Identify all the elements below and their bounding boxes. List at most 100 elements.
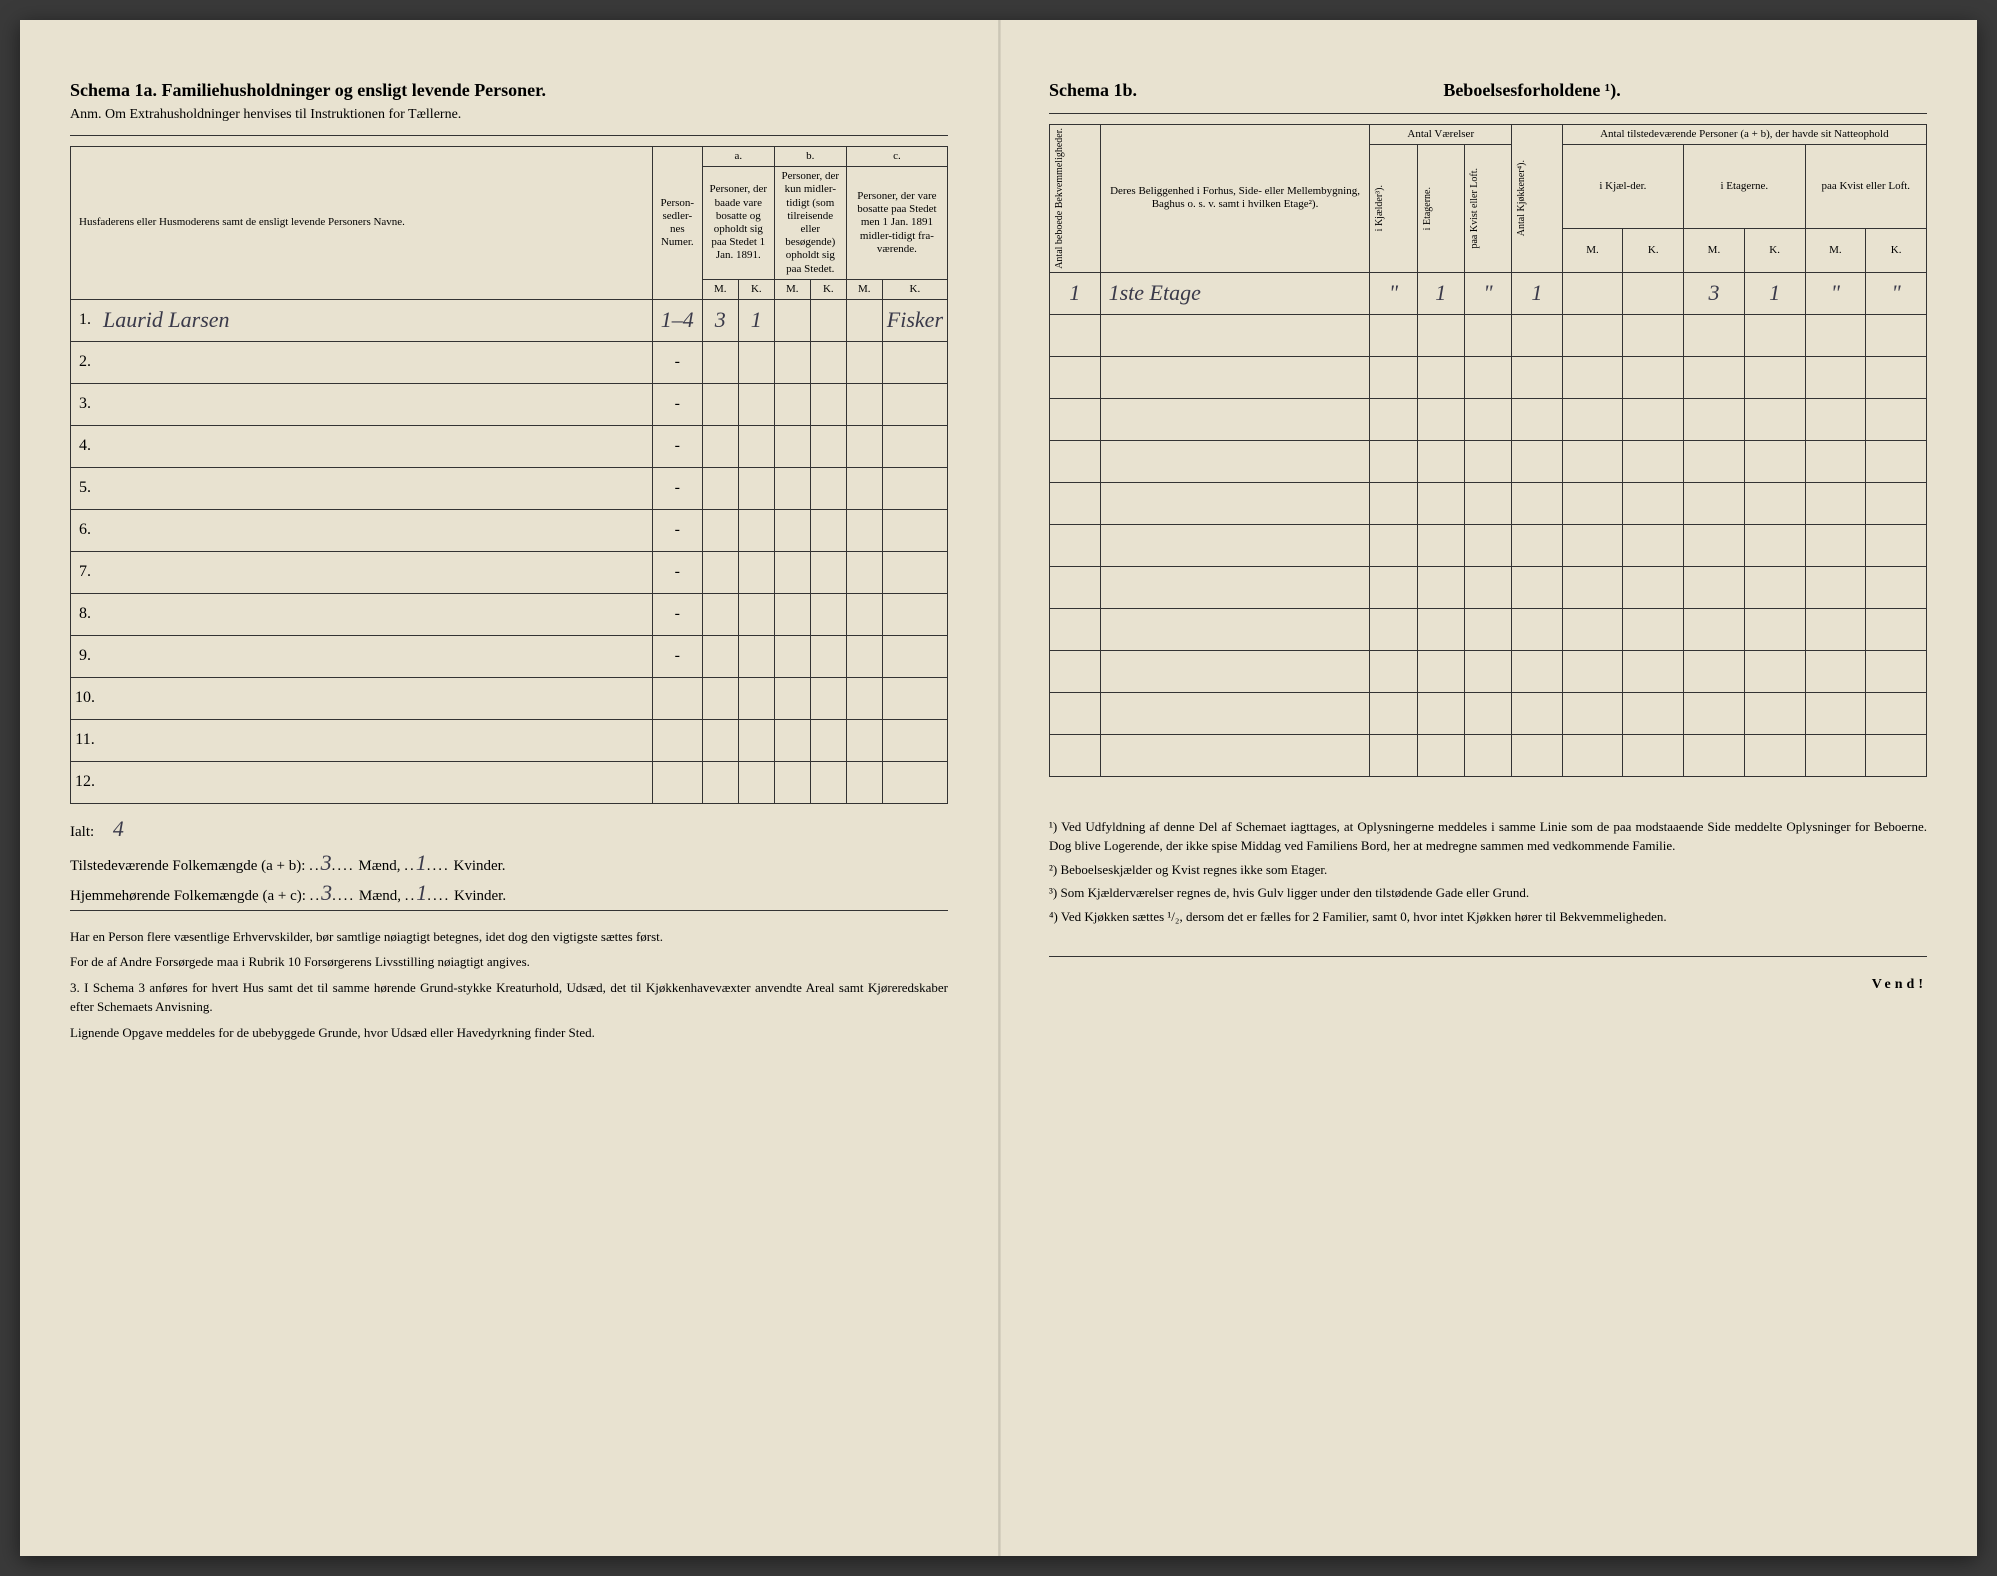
row-ek bbox=[1744, 524, 1805, 566]
row-kk bbox=[1623, 272, 1684, 314]
row-c-k bbox=[882, 761, 947, 803]
row-lm bbox=[1805, 398, 1866, 440]
row-kjok bbox=[1512, 440, 1563, 482]
row-number: 2. bbox=[71, 341, 100, 383]
row-kj bbox=[1370, 734, 1417, 776]
row-et: 1 bbox=[1417, 272, 1464, 314]
row-em bbox=[1684, 734, 1745, 776]
row-et bbox=[1417, 608, 1464, 650]
hdr-antal-vaer: Antal Værelser bbox=[1370, 125, 1512, 145]
row-et bbox=[1417, 650, 1464, 692]
row-km bbox=[1562, 272, 1623, 314]
row-bekv bbox=[1050, 734, 1101, 776]
table-1a: Husfaderens eller Husmoderens samt de en… bbox=[70, 146, 948, 804]
row-c-k bbox=[882, 509, 947, 551]
row-c-m bbox=[846, 635, 882, 677]
row-a-m bbox=[702, 551, 738, 593]
table-row bbox=[1050, 356, 1927, 398]
s2-post: Kvinder. bbox=[454, 888, 506, 904]
row-kk bbox=[1623, 692, 1684, 734]
row-belig bbox=[1100, 440, 1370, 482]
s1-post: Kvinder. bbox=[453, 858, 505, 874]
row-kj: " bbox=[1370, 272, 1417, 314]
row-name bbox=[99, 719, 652, 761]
row-name: Laurid Larsen bbox=[99, 299, 652, 341]
row-c-m bbox=[846, 719, 882, 761]
hdr-v-kj: i Kjælder³). bbox=[1374, 185, 1386, 231]
hdr-p-et: i Etagerne. bbox=[1684, 145, 1805, 229]
row-numer: - bbox=[652, 635, 702, 677]
row-et bbox=[1417, 734, 1464, 776]
hdr-kk: K. bbox=[1623, 229, 1684, 273]
bottom-p4: Lignende Opgave meddeles for de ubebygge… bbox=[70, 1023, 948, 1043]
row-b-k bbox=[810, 299, 846, 341]
row-c-k bbox=[882, 341, 947, 383]
row-a-m bbox=[702, 677, 738, 719]
row-kjok bbox=[1512, 356, 1563, 398]
row-b-m bbox=[774, 509, 810, 551]
ialt-value: 4 bbox=[113, 816, 124, 841]
row-c-k bbox=[882, 425, 947, 467]
s1-pre: Tilstedeværende Folkemængde (a + b): bbox=[70, 858, 309, 874]
table-1b: Antal beboede Bekvemmeligheder. Deres Be… bbox=[1049, 124, 1927, 777]
row-em bbox=[1684, 482, 1745, 524]
s2-pre: Hjemmehørende Folkemængde (a + c): bbox=[70, 888, 310, 904]
row-a-k bbox=[738, 467, 774, 509]
hdr-a-m: M. bbox=[702, 279, 738, 299]
row-kk bbox=[1623, 608, 1684, 650]
row-b-k bbox=[810, 719, 846, 761]
row-et bbox=[1417, 398, 1464, 440]
row-lm bbox=[1805, 482, 1866, 524]
row-c-k bbox=[882, 635, 947, 677]
row-number: 12. bbox=[71, 761, 100, 803]
row-a-k bbox=[738, 635, 774, 677]
row-kj bbox=[1370, 356, 1417, 398]
row-numer bbox=[652, 761, 702, 803]
hdr-p-kv: paa Kvist eller Loft. bbox=[1805, 145, 1927, 229]
row-name bbox=[99, 635, 652, 677]
row-lk bbox=[1866, 692, 1927, 734]
summary-line-2: Hjemmehørende Folkemængde (a + c): ..3..… bbox=[70, 880, 948, 906]
row-c-m bbox=[846, 761, 882, 803]
hdr-b-k: K. bbox=[810, 279, 846, 299]
row-et bbox=[1417, 692, 1464, 734]
row-kv bbox=[1464, 440, 1511, 482]
row-name bbox=[99, 383, 652, 425]
row-kjok bbox=[1512, 524, 1563, 566]
row-c-m bbox=[846, 299, 882, 341]
row-ek bbox=[1744, 440, 1805, 482]
table-row bbox=[1050, 734, 1927, 776]
row-kv bbox=[1464, 608, 1511, 650]
row-belig bbox=[1100, 734, 1370, 776]
row-em bbox=[1684, 398, 1745, 440]
row-kv bbox=[1464, 692, 1511, 734]
row-km bbox=[1562, 650, 1623, 692]
row-em bbox=[1684, 692, 1745, 734]
row-number: 4. bbox=[71, 425, 100, 467]
row-numer: - bbox=[652, 467, 702, 509]
row-kj bbox=[1370, 608, 1417, 650]
table-row bbox=[1050, 482, 1927, 524]
row-b-k bbox=[810, 467, 846, 509]
row-b-k bbox=[810, 551, 846, 593]
row-ek bbox=[1744, 398, 1805, 440]
hdr-lm: M. bbox=[1805, 229, 1866, 273]
row-b-m bbox=[774, 383, 810, 425]
table-row bbox=[1050, 608, 1927, 650]
row-lm: " bbox=[1805, 272, 1866, 314]
row-lm bbox=[1805, 734, 1866, 776]
table-row: 7. - bbox=[71, 551, 948, 593]
row-et bbox=[1417, 524, 1464, 566]
row-kj bbox=[1370, 566, 1417, 608]
row-a-m bbox=[702, 341, 738, 383]
row-name bbox=[99, 341, 652, 383]
row-numer: - bbox=[652, 341, 702, 383]
hdr-name: Husfaderens eller Husmoderens samt de en… bbox=[71, 147, 653, 300]
table-row: 9. - bbox=[71, 635, 948, 677]
row-kv bbox=[1464, 356, 1511, 398]
row-lk bbox=[1866, 356, 1927, 398]
row-bekv bbox=[1050, 482, 1101, 524]
hdr-a-k: K. bbox=[738, 279, 774, 299]
row-belig bbox=[1100, 356, 1370, 398]
table-row bbox=[1050, 314, 1927, 356]
